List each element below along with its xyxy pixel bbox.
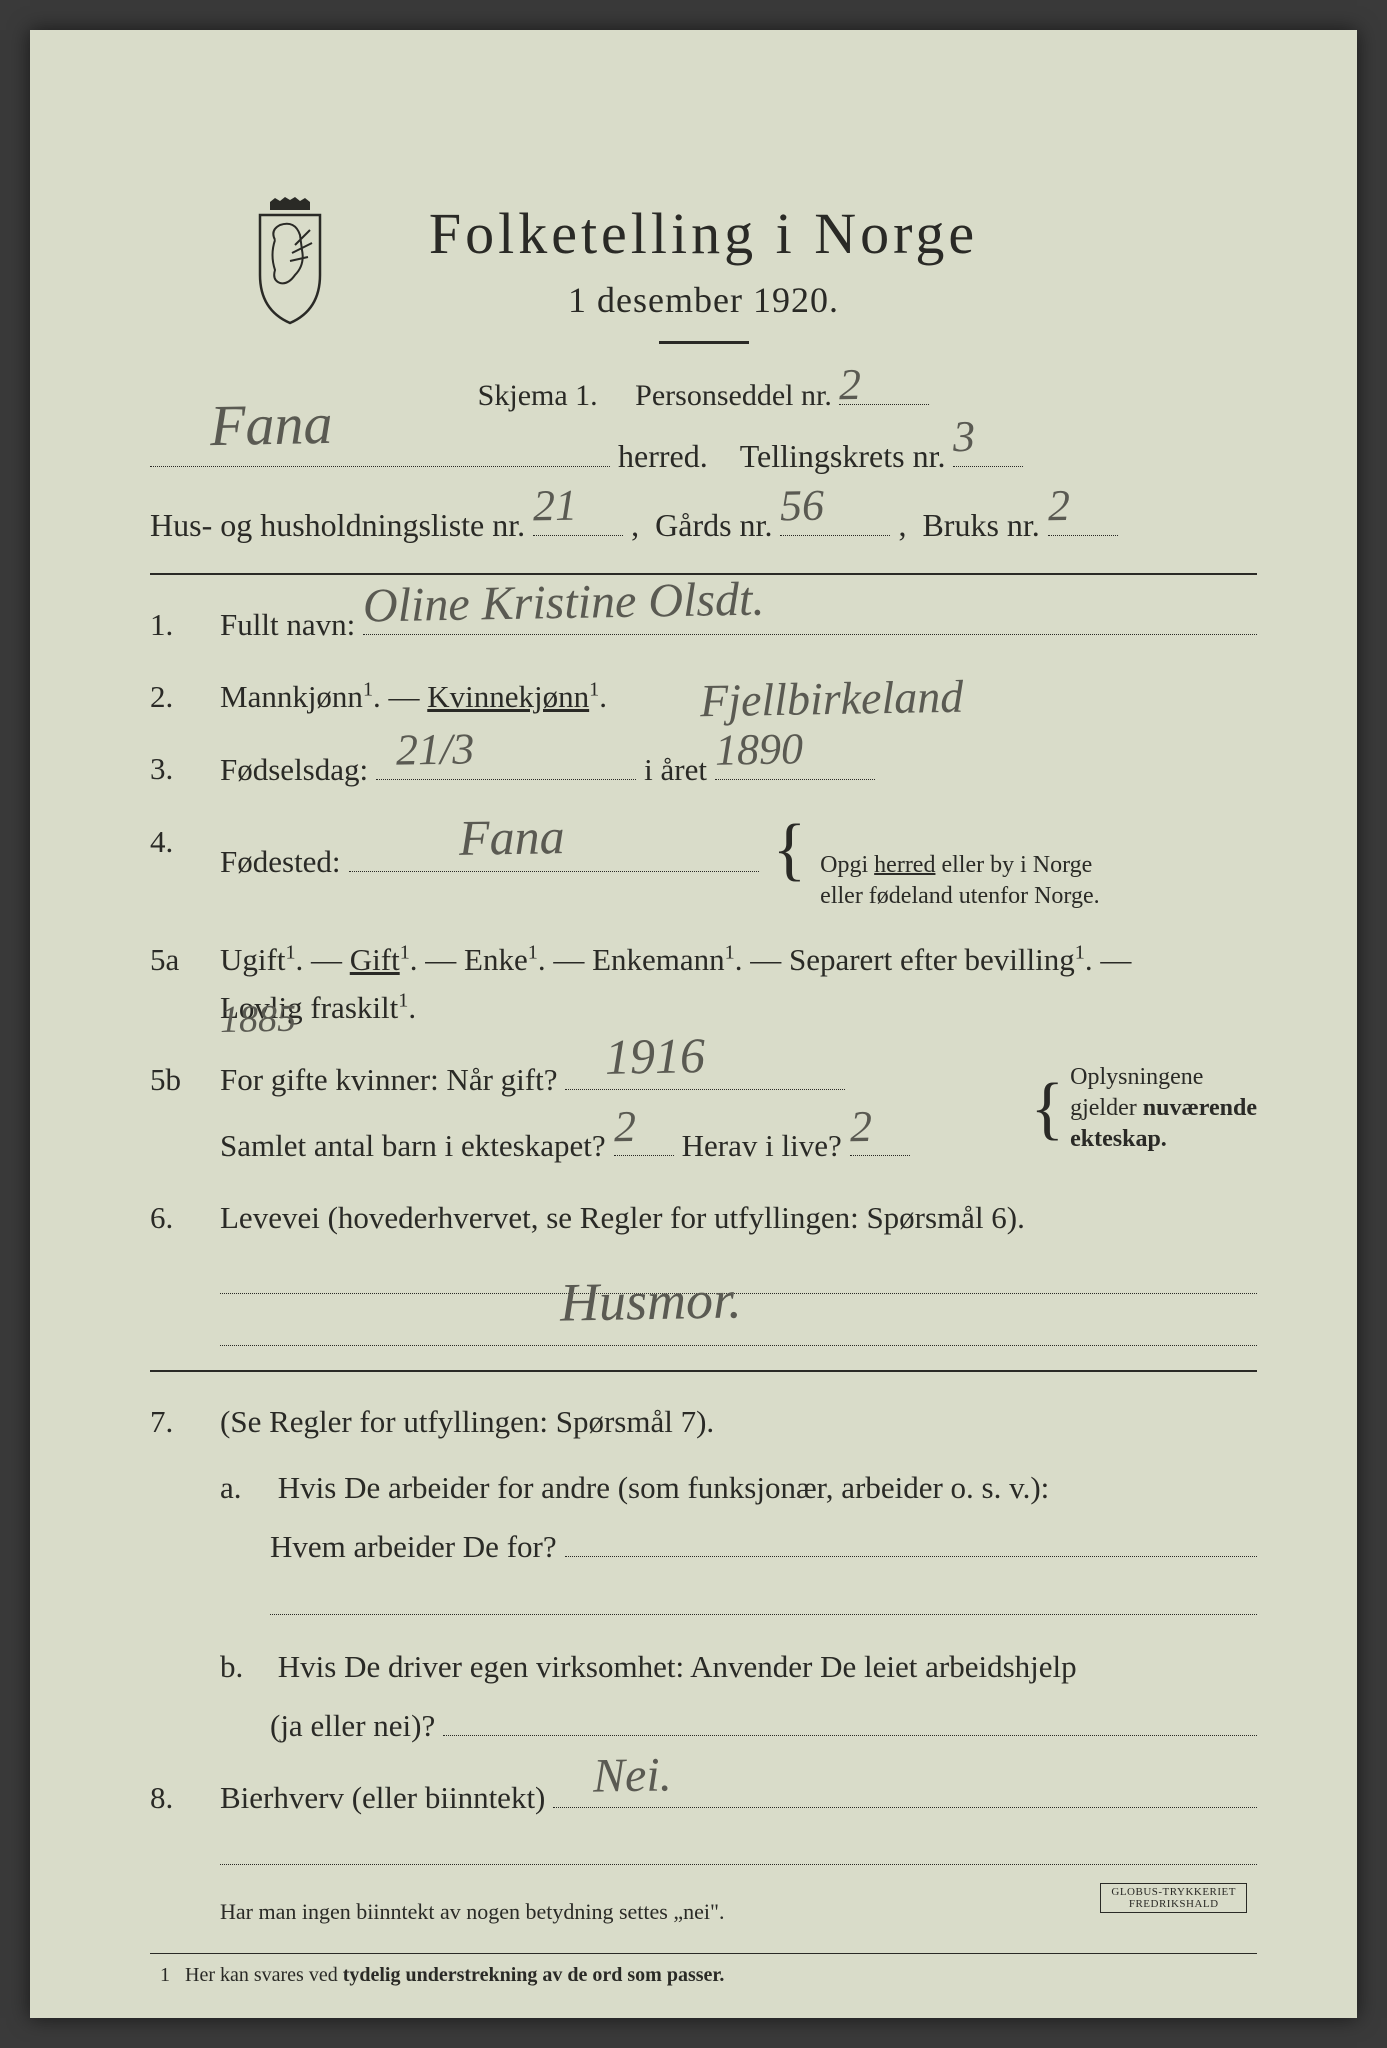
q4-value: Fana	[458, 798, 565, 877]
hus-label: Hus- og husholdningsliste nr.	[150, 500, 525, 551]
q5a-margin-year: 1885	[220, 973, 1248, 1047]
footnote-2: 1 Her kan svares ved tydelig understrekn…	[150, 1964, 1257, 1987]
q5b-label1: For gifte kvinner: Når gift?	[220, 1056, 557, 1104]
q1: 1. Fullt navn: Oline Kristine Olsdt.	[150, 601, 1257, 649]
q5b: 5b For gifte kvinner: Når gift? 1916 Sam…	[150, 1056, 1257, 1170]
q5b-year: 1916	[605, 1017, 706, 1096]
q1-value: Oline Kristine Olsdt.	[363, 562, 766, 643]
q5b-label3: Herav i live?	[682, 1122, 842, 1170]
section-rule-2	[150, 1370, 1257, 1372]
herred-line: Fana herred. Tellingskrets nr. 3	[150, 431, 1257, 482]
q7: 7. (Se Regler for utfyllingen: Spørsmål …	[150, 1398, 1257, 1446]
q5b-live: 2	[849, 1093, 872, 1162]
q6-num: 6.	[150, 1194, 220, 1346]
q7-num: 7.	[150, 1398, 220, 1446]
gards-label: Gårds nr.	[655, 500, 772, 551]
q1-num: 1.	[150, 601, 220, 649]
q1-label: Fullt navn:	[220, 601, 355, 649]
q7a: a. Hvis De arbeider for andre (som funks…	[220, 1470, 1257, 1615]
q7a-text2: Hvem arbeider De for?	[270, 1529, 557, 1565]
tellingskrets-nr: 3	[953, 401, 976, 472]
q2-kvinne: Kvinnekjønn	[427, 679, 589, 714]
q8-num: 8.	[150, 1774, 220, 1822]
footnote-rule	[150, 1953, 1257, 1954]
q5a-ugift: Ugift	[220, 942, 285, 977]
q5b-barn: 2	[613, 1093, 636, 1162]
q7b-text2: (ja eller nei)?	[270, 1708, 435, 1744]
q8: 8. Bierhverv (eller biinntekt) Nei.	[150, 1774, 1257, 1822]
personseddel-nr: 2	[839, 359, 862, 410]
q5b-num: 5b	[150, 1056, 220, 1170]
q3-num: 3.	[150, 745, 220, 793]
q5b-note: Oplysningene gjelder nuværende ekteskap.	[1070, 1062, 1257, 1156]
q8-value: Nei.	[593, 1738, 673, 1814]
q7a-letter: a.	[220, 1470, 270, 1506]
bruks-nr: 2	[1047, 471, 1070, 542]
q2: 2. Mannkjønn1. — Kvinnekjønn1. Fjellbirk…	[150, 673, 1257, 721]
hus-line: Hus- og husholdningsliste nr. 21 , Gårds…	[150, 500, 1257, 551]
skjema-label: Skjema 1.	[478, 379, 598, 412]
tellingskrets-label: Tellingskrets nr.	[740, 431, 946, 482]
q5a-enke: Enke	[464, 942, 528, 977]
printer-stamp: GLOBUS-TRYKKERIET FREDRIKSHALD	[1100, 1883, 1247, 1913]
q6: 6. Levevei (hovederhvervet, se Regler fo…	[150, 1194, 1257, 1346]
q3-day: 21/3	[396, 716, 475, 786]
q5a-enkemann: Enkemann	[592, 942, 725, 977]
q2-mann: Mannkjønn	[220, 679, 363, 714]
q4-label: Fødested:	[220, 838, 341, 886]
q4-note: Opgi herred eller by i Norge eller fødel…	[820, 850, 1099, 912]
herred-label: herred.	[618, 431, 708, 482]
q5a-gift: Gift	[350, 942, 400, 977]
q3: 3. Fødselsdag: 21/3 i året 1890	[150, 745, 1257, 793]
q7b: b. Hvis De driver egen virksomhet: Anven…	[220, 1649, 1257, 1744]
q5a-separert: Separert efter bevilling	[789, 942, 1075, 977]
q6-label: Levevei (hovederhvervet, se Regler for u…	[220, 1200, 1025, 1235]
q8-line2	[220, 1863, 1257, 1865]
q7a-text1: Hvis De arbeider for andre (som funksjon…	[278, 1470, 1050, 1505]
q8-label: Bierhverv (eller biinntekt)	[220, 1774, 545, 1822]
q5a-num: 5a	[150, 936, 220, 1032]
personseddel-label: Personseddel nr.	[635, 379, 832, 412]
herred-value: Fana	[209, 378, 333, 473]
q3-year-label: i året	[644, 746, 707, 794]
q4: 4. Fødested: Fana { Opgi herred eller by…	[150, 818, 1257, 912]
q5b-label2: Samlet antal barn i ekteskapet?	[220, 1122, 606, 1170]
q3-label: Fødselsdag:	[220, 746, 368, 794]
q2-num: 2.	[150, 673, 220, 721]
bruks-label: Bruks nr.	[922, 500, 1039, 551]
q7b-letter: b.	[220, 1649, 270, 1685]
norway-coat-of-arms	[240, 195, 340, 325]
title-rule	[659, 341, 749, 344]
q3-year: 1890	[714, 716, 803, 786]
q4-num: 4.	[150, 818, 220, 912]
q7-label: (Se Regler for utfyllingen: Spørsmål 7).	[220, 1404, 714, 1439]
census-form-page: Folketelling i Norge 1 desember 1920. Sk…	[30, 30, 1357, 2018]
q6-value: Husmor.	[559, 1258, 742, 1345]
hus-nr: 21	[533, 470, 578, 541]
gards-nr: 56	[780, 470, 825, 541]
q7b-text1: Hvis De driver egen virksomhet: Anvender…	[278, 1649, 1077, 1684]
